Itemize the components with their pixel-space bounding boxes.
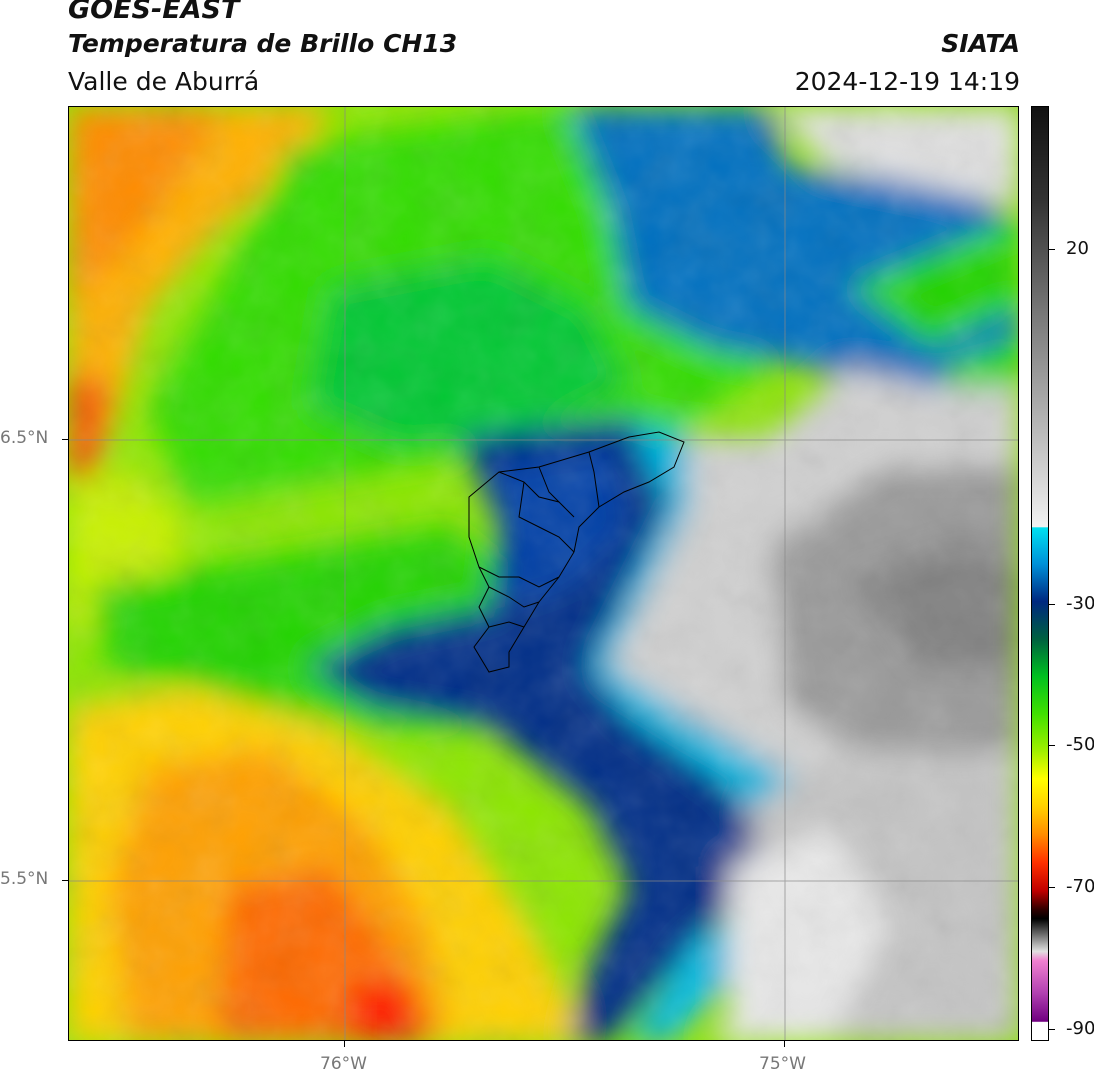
colorbar-gradient [1032,107,1048,1040]
datetime-label: 2024-12-19 14:19 [794,67,1020,96]
cb-label-50: -50 [1066,734,1094,755]
texture-overlay [69,107,1018,1040]
cb-tick-20 [1049,249,1055,250]
cb-tick-70 [1049,887,1055,888]
lat-label-5-5n: 5.5°N [0,869,49,889]
municipal-boundaries [468,431,685,673]
lat-label-6-5n: 6.5°N [0,428,49,448]
cb-label-30: -30 [1066,593,1094,614]
satellite-map[interactable] [68,106,1019,1041]
lat-tick-6-5n [62,439,68,440]
cb-tick-90 [1049,1029,1055,1030]
satellite-title: GOES-EAST [68,0,240,25]
temperature-colorbar [1031,106,1049,1041]
region-title: Valle de Aburrá [68,67,260,96]
cb-tick-30 [1049,604,1055,605]
cb-label-70: -70 [1066,876,1094,897]
map-canvas [69,107,1018,1040]
lon-label-75w: 75°W [759,1054,806,1074]
lat-tick-5-5n [62,880,68,881]
organization-label: SIATA [941,29,1020,58]
cb-label-20: 20 [1066,238,1089,259]
graticule [69,107,1018,1040]
lon-tick-76w [344,1041,345,1047]
cb-label-90: -90 [1066,1018,1094,1039]
lon-tick-75w [784,1041,785,1047]
cb-tick-50 [1049,745,1055,746]
lon-label-76w: 76°W [320,1054,367,1074]
product-title: Temperatura de Brillo CH13 [68,29,458,58]
